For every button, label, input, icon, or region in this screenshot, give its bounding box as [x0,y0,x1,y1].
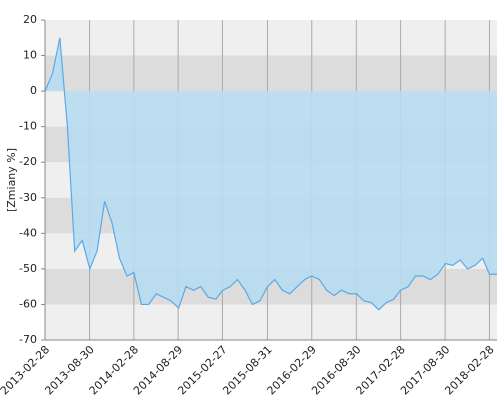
y-axis-label: [Zmiany %] [5,148,18,212]
y-tick-label: -50 [19,262,37,275]
area [45,37,497,310]
y-tick-label: -10 [19,120,37,133]
y-tick-label: 10 [23,49,37,62]
y-tick-label: -30 [19,191,37,204]
y-tick-label: -40 [19,226,37,239]
line [44,37,497,311]
y-tick-label: -60 [19,297,37,310]
band [45,55,497,92]
y-tick-label: 0 [30,84,37,97]
y-tick-label: -70 [19,333,37,346]
y-tick-label: -20 [19,155,37,168]
y-tick-label: 20 [23,13,37,26]
